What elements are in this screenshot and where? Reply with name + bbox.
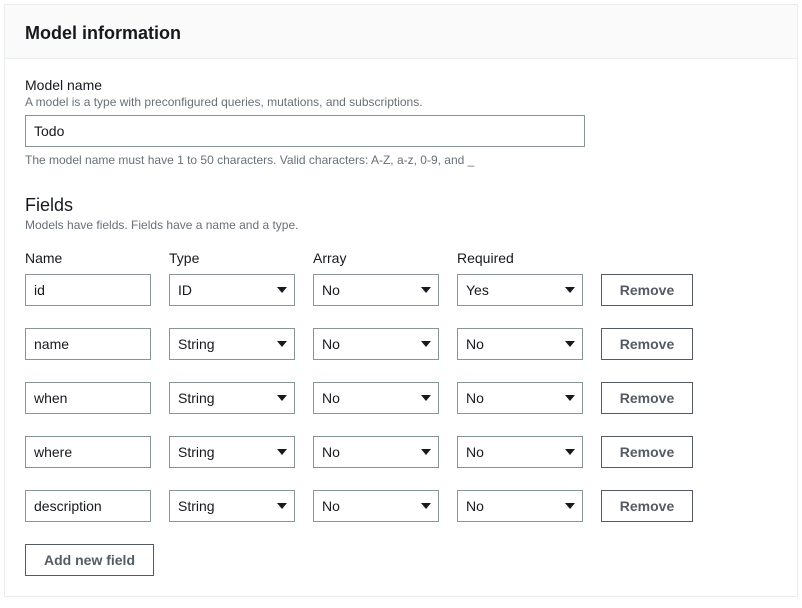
field-type-select[interactable]: String [169,490,295,522]
field-type-select[interactable]: ID [169,274,295,306]
col-header-array: Array [313,250,439,266]
field-name-input[interactable] [25,490,151,522]
column-headers: Name Type Array Required [25,250,777,266]
field-required-select[interactable]: Yes [457,274,583,306]
field-name-input[interactable] [25,328,151,360]
field-array-select-value[interactable]: No [313,382,439,414]
remove-field-button[interactable]: Remove [601,436,693,468]
field-type-select[interactable]: String [169,436,295,468]
field-array-select-value[interactable]: No [313,274,439,306]
field-required-select-value[interactable]: No [457,382,583,414]
model-name-hint: A model is a type with preconfigured que… [25,95,777,109]
model-name-constraint: The model name must have 1 to 50 charact… [25,153,777,167]
panel-title: Model information [25,23,777,44]
field-row: String No No Remove [25,328,777,360]
col-header-required: Required [457,250,583,266]
field-rows: ID No Yes Remove String No No Remove String No No R… [25,274,777,522]
field-required-select-value[interactable]: No [457,436,583,468]
field-required-select[interactable]: No [457,490,583,522]
field-array-select[interactable]: No [313,328,439,360]
field-name-input[interactable] [25,382,151,414]
fields-section: Fields Models have fields. Fields have a… [25,195,777,576]
field-array-select[interactable]: No [313,274,439,306]
remove-field-button[interactable]: Remove [601,490,693,522]
field-required-select[interactable]: No [457,382,583,414]
field-array-select[interactable]: No [313,382,439,414]
field-required-select-value[interactable]: No [457,328,583,360]
field-type-select-value[interactable]: String [169,328,295,360]
field-array-select-value[interactable]: No [313,436,439,468]
field-name-input[interactable] [25,274,151,306]
field-required-select-value[interactable]: No [457,490,583,522]
remove-field-button[interactable]: Remove [601,382,693,414]
field-row: String No No Remove [25,490,777,522]
panel-header: Model information [5,5,797,59]
panel-body: Model name A model is a type with precon… [5,59,797,596]
fields-title: Fields [25,195,777,216]
field-type-select-value[interactable]: String [169,436,295,468]
field-type-select[interactable]: String [169,382,295,414]
field-array-select-value[interactable]: No [313,328,439,360]
model-name-input[interactable] [25,115,585,147]
col-header-name: Name [25,250,151,266]
field-required-select[interactable]: No [457,328,583,360]
field-array-select[interactable]: No [313,490,439,522]
field-row: String No No Remove [25,382,777,414]
field-name-input[interactable] [25,436,151,468]
field-type-select-value[interactable]: String [169,382,295,414]
field-array-select[interactable]: No [313,436,439,468]
field-row: String No No Remove [25,436,777,468]
model-name-label: Model name [25,77,777,93]
field-type-select-value[interactable]: ID [169,274,295,306]
fields-hint: Models have fields. Fields have a name a… [25,218,777,232]
remove-field-button[interactable]: Remove [601,274,693,306]
col-header-type: Type [169,250,295,266]
field-type-select-value[interactable]: String [169,490,295,522]
field-array-select-value[interactable]: No [313,490,439,522]
model-info-panel: Model information Model name A model is … [4,4,798,597]
field-row: ID No Yes Remove [25,274,777,306]
col-header-action [601,250,693,266]
remove-field-button[interactable]: Remove [601,328,693,360]
field-required-select[interactable]: No [457,436,583,468]
field-required-select-value[interactable]: Yes [457,274,583,306]
field-type-select[interactable]: String [169,328,295,360]
add-new-field-button[interactable]: Add new field [25,544,154,576]
